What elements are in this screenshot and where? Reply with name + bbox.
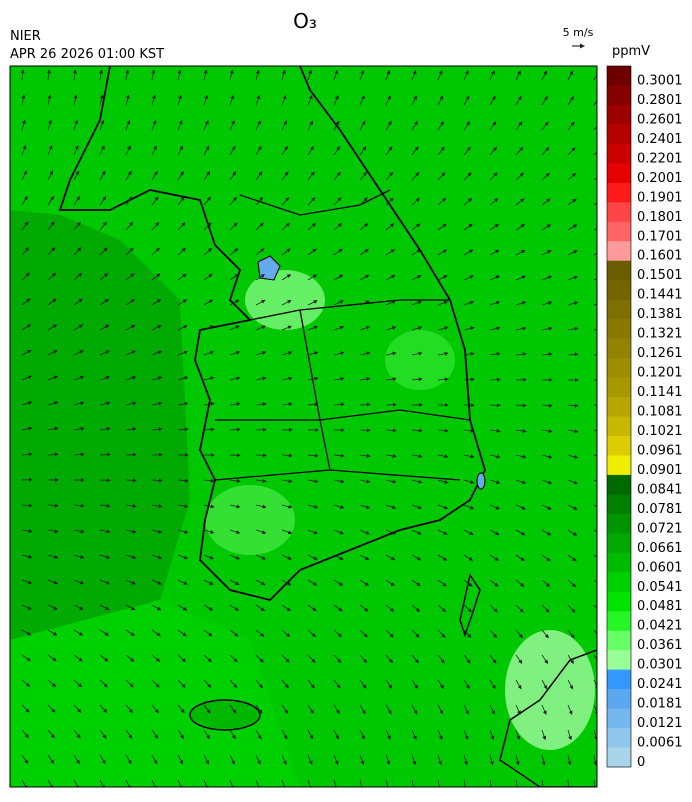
colorbar-tick-label: 0.0421 — [637, 619, 683, 634]
colorbar-swatch — [607, 202, 631, 222]
colorbar-tick-label: 0.2801 — [637, 93, 683, 108]
colorbar-tick-label: 0.0601 — [637, 560, 683, 575]
colorbar-swatch — [607, 144, 631, 164]
colorbar-tick-label: 0.1801 — [637, 210, 683, 225]
colorbar-unit: ppmV — [612, 44, 650, 59]
wind-arrow — [386, 430, 396, 431]
colorbar-tick-label: 0.1261 — [637, 346, 683, 361]
colorbar-tick-label: 0.0481 — [637, 599, 683, 614]
timestamp: APR 26 2026 01:00 KST — [10, 47, 164, 62]
colorbar-tick-label: 0.0841 — [637, 482, 683, 497]
colorbar-tick-label: 0.0901 — [637, 463, 683, 478]
wind-arrow — [516, 405, 526, 406]
colorbar-tick-label: 0.1701 — [637, 229, 683, 244]
light-patch — [385, 330, 455, 390]
colorbar-swatch — [607, 475, 631, 495]
colorbar-tick-label: 0.2001 — [637, 171, 683, 186]
colorbar-swatch — [607, 397, 631, 417]
colorbar-tick-label: 0.3001 — [637, 73, 683, 88]
colorbar-tick-label: 0.0541 — [637, 580, 683, 595]
colorbar-tick-label: 0.1441 — [637, 288, 683, 303]
colorbar-swatch — [607, 85, 631, 105]
wind-scale-label: 5 m/s — [563, 26, 594, 39]
colorbar-swatch — [607, 378, 631, 398]
colorbar-swatch — [607, 514, 631, 534]
agency: NIER — [10, 29, 41, 44]
colorbar-tick-label: 0.1321 — [637, 327, 683, 342]
colorbar-swatch — [607, 163, 631, 183]
colorbar-swatch — [607, 592, 631, 612]
light-patch — [505, 630, 595, 750]
colorbar-tick-label: 0.1201 — [637, 366, 683, 381]
wind-arrow — [360, 404, 370, 405]
colorbar-tick-label: 0.2601 — [637, 112, 683, 127]
wind-arrow — [490, 379, 500, 380]
colorbar-swatch — [607, 748, 631, 768]
colorbar-tick-label: 0.0721 — [637, 521, 683, 536]
colorbar-swatch — [607, 222, 631, 242]
colorbar-swatch — [607, 455, 631, 475]
colorbar-tick-label: 0.1601 — [637, 249, 683, 264]
colorbar-tick-label: 0.1381 — [637, 307, 683, 322]
colorbar-swatch — [607, 611, 631, 631]
colorbar-tick-label: 0.0241 — [637, 677, 683, 692]
colorbar-tick-label: 0.1501 — [637, 268, 683, 283]
colorbar-swatch — [607, 280, 631, 300]
colorbar-swatch — [607, 241, 631, 261]
colorbar-swatch — [607, 261, 631, 281]
colorbar-tick-label: 0.2401 — [637, 132, 683, 147]
colorbar-swatch — [607, 631, 631, 651]
colorbar-swatch — [607, 183, 631, 203]
colorbar-tick-label: 0.1901 — [637, 190, 683, 205]
colorbar-swatch — [607, 689, 631, 709]
colorbar-swatch — [607, 670, 631, 690]
wind-arrow — [256, 455, 266, 456]
colorbar-swatch — [607, 105, 631, 125]
colorbar-tick-label: 0.0781 — [637, 502, 683, 517]
colorbar-swatch — [607, 339, 631, 359]
colorbar-tick-label: 0.0301 — [637, 658, 683, 673]
colorbar-swatch — [607, 650, 631, 670]
colorbar-swatch — [607, 533, 631, 553]
colorbar-tick-label: 0.1021 — [637, 424, 683, 439]
colorbar-swatch — [607, 358, 631, 378]
colorbar-tick-label: 0.0061 — [637, 736, 683, 751]
colorbar-swatch — [607, 436, 631, 456]
colorbar-tick-label: 0.0181 — [637, 697, 683, 712]
colorbar-swatch — [607, 572, 631, 592]
colorbar-tick-label: 0.1081 — [637, 405, 683, 420]
colorbar: 0.3001 0.2801 0.2601 0.2401 0.2201 0.2001 0.19… — [607, 66, 683, 770]
colorbar-swatch — [607, 319, 631, 339]
colorbar-tick-label: 0.0121 — [637, 716, 683, 731]
title: O₃ — [293, 9, 317, 33]
map — [10, 66, 604, 790]
colorbar-tick-label: 0.2201 — [637, 151, 683, 166]
colorbar-tick-label: 0.0361 — [637, 638, 683, 653]
colorbar-swatch — [607, 66, 631, 86]
colorbar-tick-label: 0.1141 — [637, 385, 683, 400]
colorbar-swatch — [607, 124, 631, 144]
colorbar-tick-label: 0.0661 — [637, 541, 683, 556]
light-patch — [205, 485, 295, 555]
colorbar-tick-label: 0 — [637, 755, 645, 770]
colorbar-tick-label: 0.0961 — [637, 443, 683, 458]
low-ozone-area — [477, 473, 485, 489]
colorbar-swatch — [607, 494, 631, 514]
colorbar-swatch — [607, 553, 631, 573]
jeju-island — [190, 700, 260, 730]
colorbar-swatch — [607, 709, 631, 729]
colorbar-swatch — [607, 300, 631, 320]
colorbar-swatch — [607, 417, 631, 437]
colorbar-swatch — [607, 728, 631, 748]
